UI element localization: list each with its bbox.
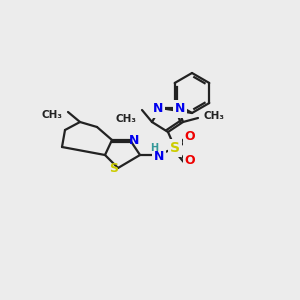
Text: S: S bbox=[170, 141, 180, 155]
Text: N: N bbox=[129, 134, 139, 148]
Text: CH₃: CH₃ bbox=[203, 111, 224, 121]
Text: O: O bbox=[185, 130, 195, 143]
Text: CH₃: CH₃ bbox=[116, 114, 137, 124]
Text: N: N bbox=[175, 103, 185, 116]
Text: CH₃: CH₃ bbox=[41, 110, 62, 120]
Text: H: H bbox=[150, 143, 158, 153]
Text: N: N bbox=[153, 103, 163, 116]
Text: N: N bbox=[154, 149, 164, 163]
Text: S: S bbox=[110, 163, 118, 176]
Text: O: O bbox=[185, 154, 195, 167]
